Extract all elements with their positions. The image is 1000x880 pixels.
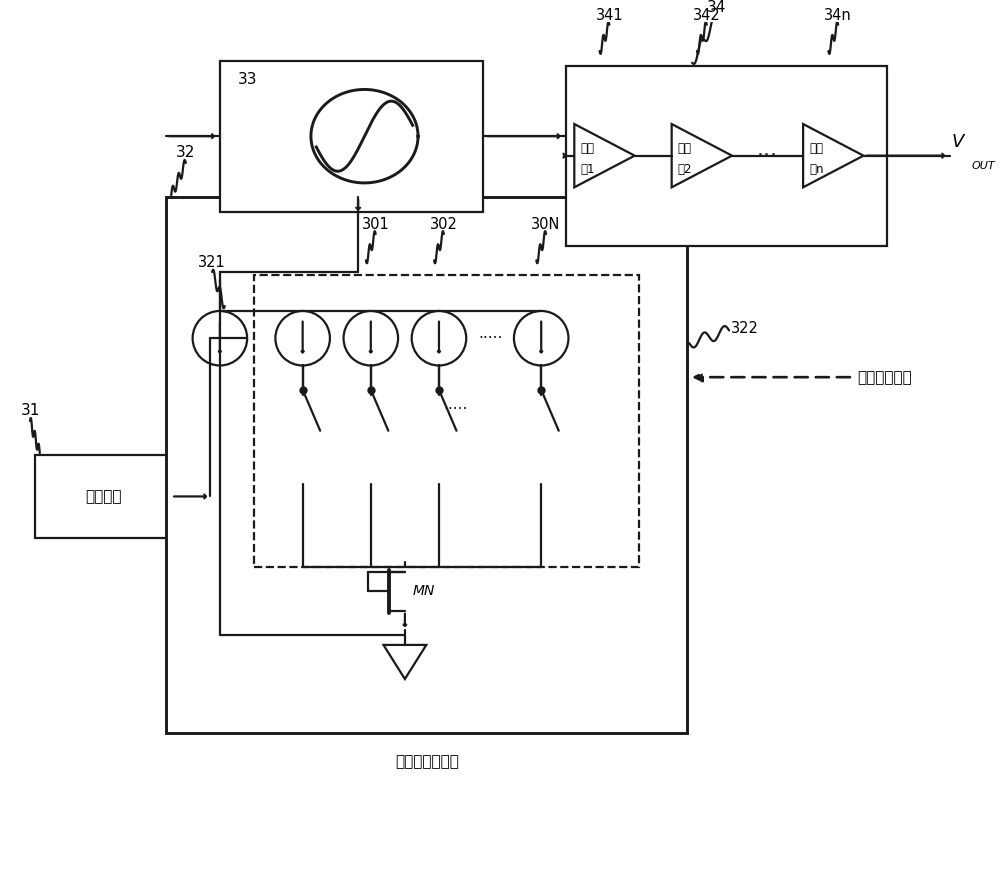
Text: 342: 342 [693, 8, 721, 23]
Text: 基准电流源电路: 基准电流源电路 [395, 754, 459, 769]
Text: ···: ··· [757, 146, 778, 165]
Text: 器n: 器n [809, 163, 823, 176]
Text: 322: 322 [731, 321, 759, 336]
Bar [566, 66, 887, 246]
Text: 器1: 器1 [580, 163, 595, 176]
Text: 数字控制信号: 数字控制信号 [858, 370, 912, 385]
Text: 33: 33 [237, 72, 257, 87]
Text: 341: 341 [596, 8, 623, 23]
Text: 器2: 器2 [678, 163, 692, 176]
Text: 反相: 反相 [678, 143, 692, 156]
Bar [166, 197, 687, 732]
Bar [35, 455, 171, 538]
Text: 34n: 34n [824, 8, 852, 23]
Text: 31: 31 [20, 403, 40, 418]
Text: V: V [952, 133, 964, 150]
Text: MN: MN [413, 584, 435, 598]
Text: 301: 301 [362, 217, 390, 232]
Text: ·····: ····· [444, 402, 468, 417]
Text: 34: 34 [707, 0, 726, 15]
Text: 30N: 30N [531, 217, 561, 232]
Text: 启动电路: 启动电路 [85, 489, 121, 504]
Text: ·····: ····· [478, 331, 502, 346]
Text: OUT: OUT [972, 160, 995, 171]
Text: 反相: 反相 [580, 143, 594, 156]
Bar [254, 275, 639, 567]
Text: 32: 32 [176, 145, 195, 160]
Text: 反相: 反相 [809, 143, 823, 156]
Text: 321: 321 [198, 255, 226, 270]
Bar [220, 61, 483, 212]
Text: 302: 302 [430, 217, 458, 232]
